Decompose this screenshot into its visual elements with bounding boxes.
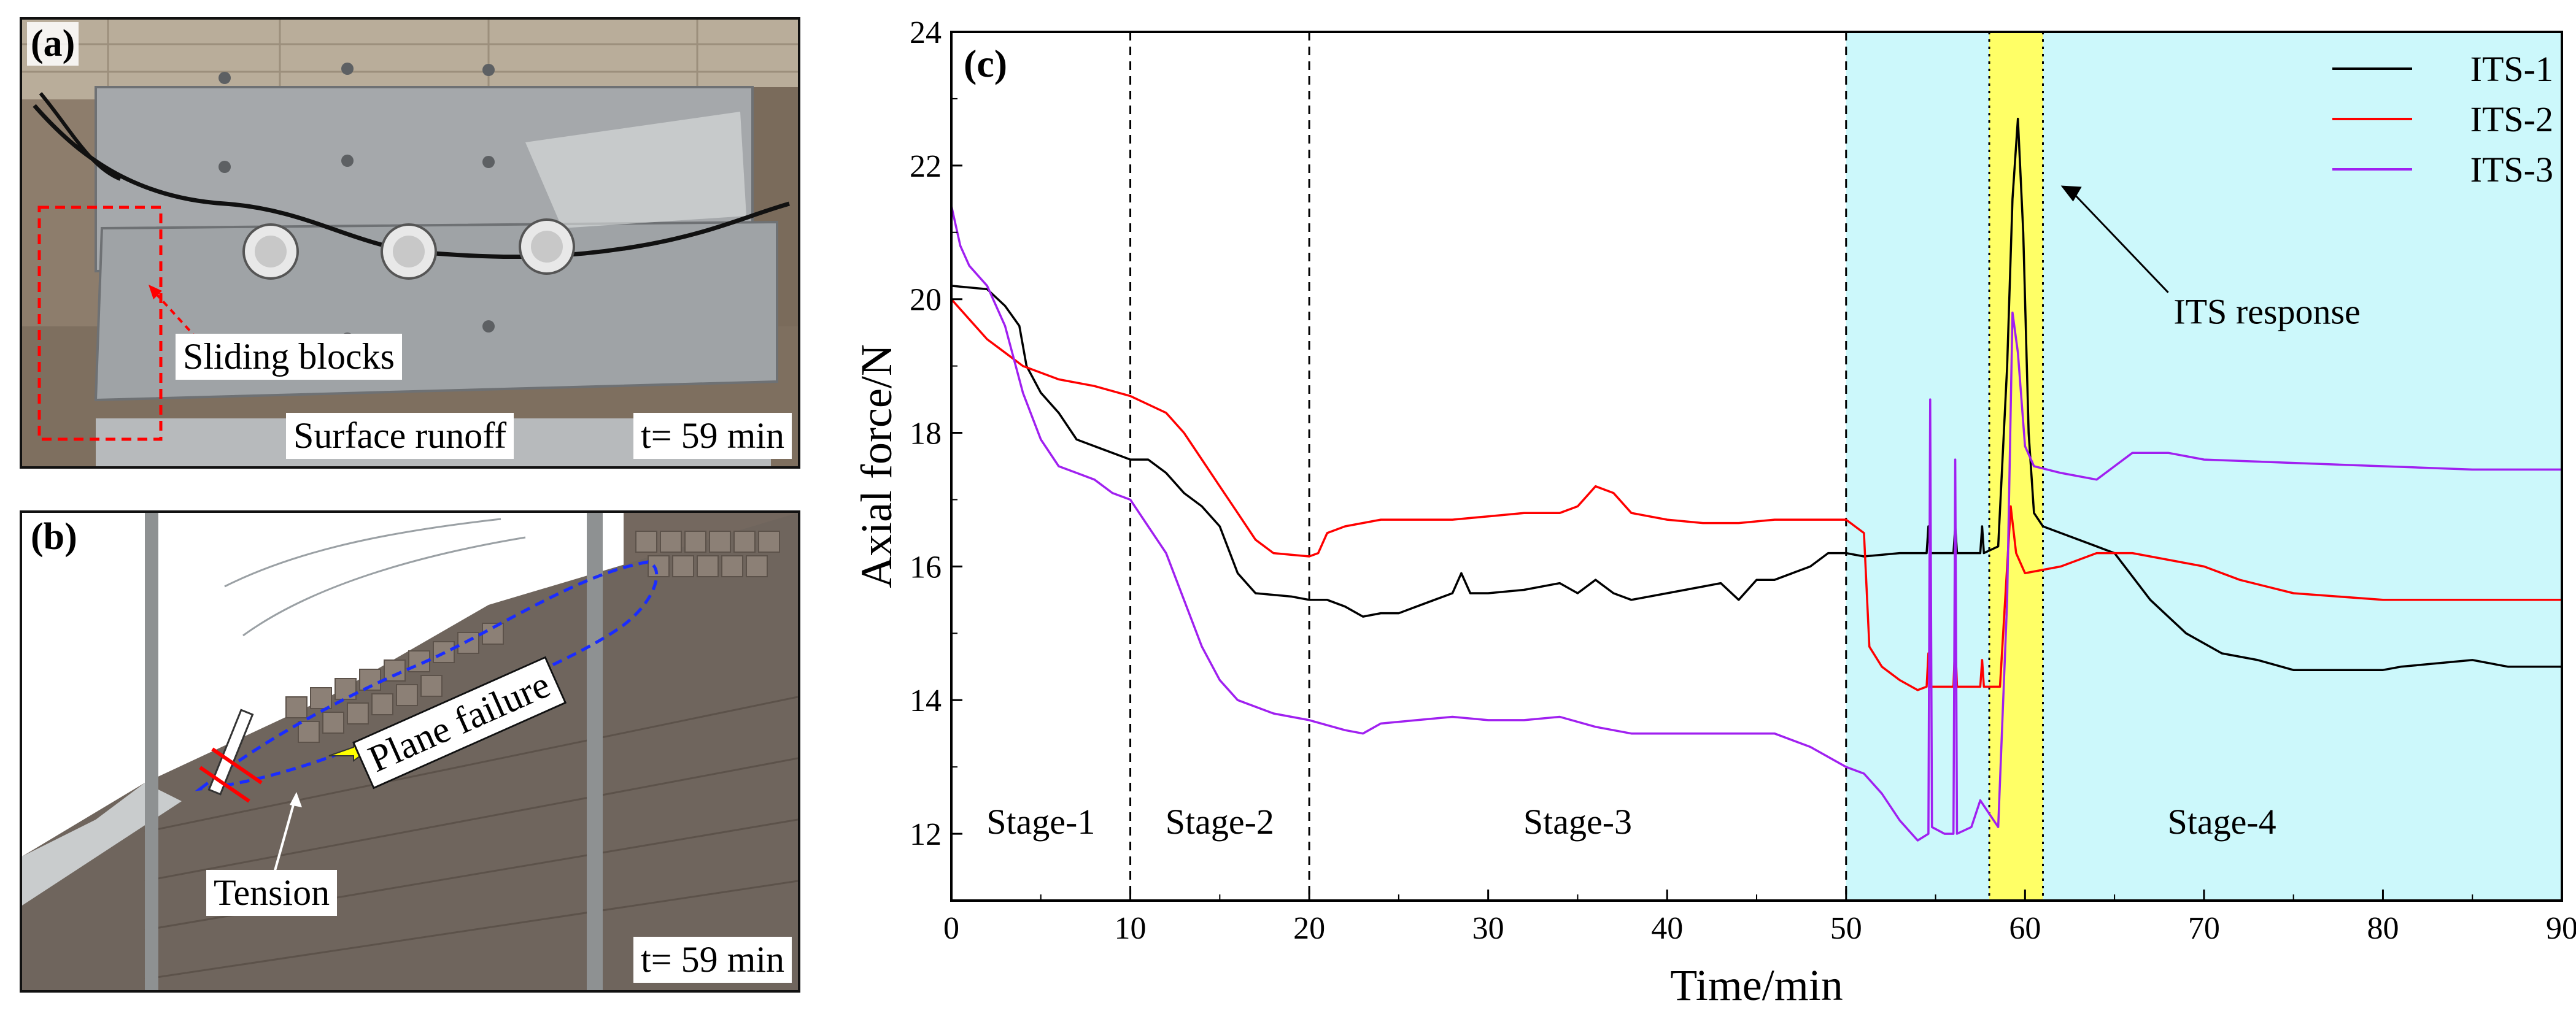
y-axis-label: Axial force/N <box>852 344 901 588</box>
y-tick-label: 24 <box>910 15 942 50</box>
stage-label: Stage-2 <box>1166 802 1274 842</box>
photo-panel-b: (b) Plane failure Tension t= 59 min <box>20 510 800 993</box>
x-tick-label: 80 <box>2367 911 2399 946</box>
x-tick-label: 0 <box>943 911 959 946</box>
series-line-its-1 <box>951 117 2562 671</box>
sliding-blocks-highlight-box <box>37 206 163 441</box>
y-tick-label: 18 <box>910 417 942 452</box>
tension-label: Tension <box>206 870 338 916</box>
x-tick-label: 60 <box>2009 911 2041 946</box>
y-tick-label: 22 <box>910 149 942 184</box>
annotation-arrow-line <box>2072 192 2169 293</box>
series-line-its-2 <box>950 298 2562 691</box>
x-tick-label: 40 <box>1651 911 1683 946</box>
panel-b-label: (b) <box>27 515 81 559</box>
legend-label: ITS-3 <box>2470 150 2553 190</box>
y-tick-label: 16 <box>910 550 942 585</box>
annotation-text: ITS response <box>2173 291 2360 331</box>
sliding-blocks-photo <box>22 20 798 466</box>
series-line-its-3 <box>950 205 2562 842</box>
stage-label: Stage-1 <box>986 802 1095 842</box>
annotation-arrowhead <box>2060 185 2082 202</box>
x-tick-label: 90 <box>2546 911 2576 946</box>
x-axis-label: Time/min <box>1670 961 1843 1010</box>
panel-a-label: (a) <box>27 22 79 66</box>
axial-force-chart: 0 10 20 30 40 50 60 70 80 90 12 14 16 18 20 22 24 Stage-… <box>852 15 2576 1010</box>
x-tick-label: 20 <box>1293 911 1325 946</box>
panel-c-label: (c) <box>964 42 1007 85</box>
x-tick-label: 10 <box>1115 911 1147 946</box>
x-tick-label: 30 <box>1472 911 1504 946</box>
y-tick-label: 12 <box>910 817 942 852</box>
photo-panel-a: (a) Sliding blocks Surface runoff t= 59 … <box>20 17 800 469</box>
x-tick-label: 50 <box>1830 911 1862 946</box>
stage-label: Stage-3 <box>1523 802 1632 842</box>
panel-a-time: t= 59 min <box>633 413 792 459</box>
shaded-region-1 <box>1846 32 2562 901</box>
y-tick-label: 14 <box>910 683 942 718</box>
panel-b-time: t= 59 min <box>633 937 792 983</box>
legend-label: ITS-2 <box>2470 99 2553 139</box>
sliding-blocks-label: Sliding blocks <box>176 334 403 380</box>
x-tick-label: 70 <box>2188 911 2220 946</box>
y-tick-label: 20 <box>910 283 942 318</box>
legend-label: ITS-1 <box>2470 49 2553 89</box>
stage-label: Stage-4 <box>2167 802 2276 842</box>
surface-runoff-label: Surface runoff <box>286 413 514 459</box>
